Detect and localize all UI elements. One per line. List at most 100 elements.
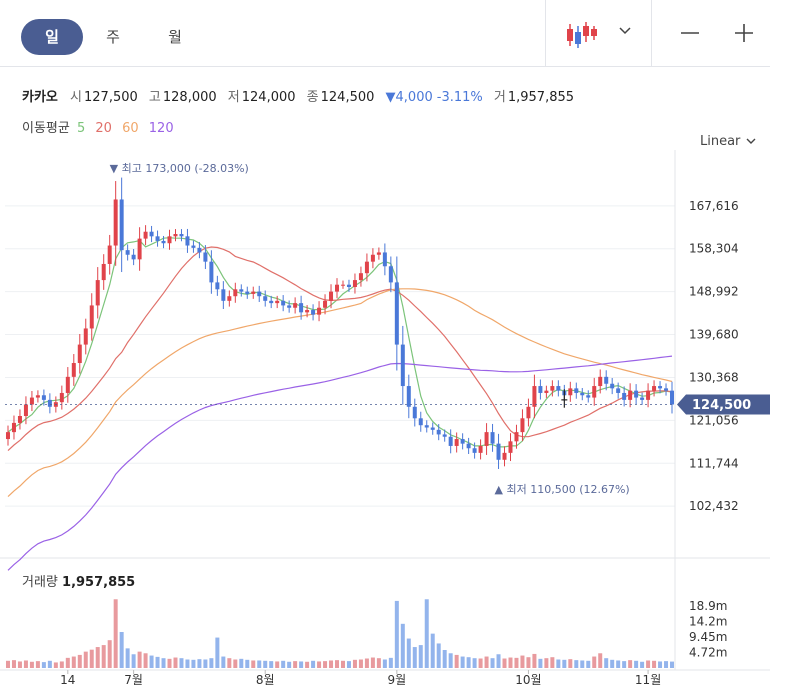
candle-body: [532, 386, 537, 407]
minus-icon[interactable]: [679, 22, 701, 44]
tab-weekly[interactable]: 주: [106, 28, 120, 46]
volume-bar: [436, 643, 441, 668]
stock-name: 카카오: [22, 90, 58, 105]
candle-body: [209, 261, 214, 283]
x-tick-label: 7월: [124, 673, 143, 687]
candle-body: [514, 432, 519, 442]
volume-bar: [5, 660, 10, 668]
volume-tick-label: 18.9m: [689, 599, 727, 613]
volume-bar: [83, 651, 88, 668]
plus-icon[interactable]: [733, 22, 755, 44]
volume-bar: [17, 661, 22, 668]
candle-body: [47, 399, 52, 407]
volume-bar: [388, 657, 393, 668]
volume-bar: [490, 658, 495, 668]
chart-toolbar: 일 주 월: [0, 0, 770, 67]
volume-bar: [299, 661, 304, 668]
y-tick-label: 130,368: [689, 370, 739, 384]
candle-body: [640, 397, 645, 400]
volume-bar: [173, 657, 178, 668]
volume-bar: [323, 661, 328, 668]
volume-value: 1,957,855: [507, 90, 575, 105]
volume-bar: [352, 659, 357, 668]
volume-bar: [496, 654, 501, 668]
high-label: 고: [148, 90, 161, 105]
candle-body: [173, 234, 178, 237]
candle-body: [95, 280, 100, 306]
volume-bar: [89, 649, 94, 668]
scale-toggle[interactable]: Linear: [700, 134, 757, 149]
candle-body: [394, 282, 399, 345]
volume-label: 거: [493, 90, 506, 105]
ma120-label: 120: [148, 121, 174, 136]
volume-bar: [197, 659, 202, 668]
candle-body: [233, 289, 238, 297]
candle-body: [388, 266, 393, 283]
candle-body: [364, 261, 369, 274]
candle-body: [245, 291, 250, 294]
candle-body: [179, 234, 184, 237]
low-label: 저: [227, 90, 240, 105]
volume-bar: [125, 648, 130, 668]
volume-bar: [11, 660, 16, 668]
ma5-label: 5: [76, 121, 86, 136]
volume-bar: [634, 660, 639, 668]
volume-bar: [592, 656, 597, 668]
candle-body: [610, 383, 615, 389]
candle-body: [215, 282, 220, 290]
candle-body: [227, 296, 232, 301]
min-annotation: ▲ 최저 110,500 (12.67%): [495, 483, 630, 496]
candlestick-icon[interactable]: [565, 20, 599, 50]
volume-bar: [251, 660, 256, 668]
volume-bar: [281, 660, 286, 668]
volume-bar: [23, 660, 28, 668]
candle-body: [598, 376, 603, 387]
volume-bar: [59, 661, 64, 668]
candle-body: [41, 395, 46, 400]
candle-body: [652, 386, 657, 391]
candle-body: [406, 386, 411, 407]
y-tick-label: 139,680: [689, 328, 739, 342]
candle-body: [412, 406, 417, 419]
volume-bar: [161, 658, 166, 668]
volume-bar: [556, 659, 561, 668]
candle-body: [5, 432, 10, 440]
volume-bar: [346, 661, 351, 668]
candle-body: [275, 300, 280, 304]
volume-bar: [137, 651, 142, 668]
candle-body: [77, 344, 82, 364]
volume-bar: [670, 661, 675, 668]
volume-bar: [293, 661, 298, 668]
volume-bar: [245, 659, 250, 668]
current-price-label: 124,500: [692, 398, 751, 413]
volume-bar: [364, 658, 369, 668]
candle-body: [101, 263, 106, 281]
volume-bar: [460, 656, 465, 668]
volume-bar: [329, 660, 334, 668]
candle-body: [125, 250, 130, 255]
candle-body: [346, 284, 351, 287]
volume-bar: [185, 659, 190, 668]
volume-bar: [191, 659, 196, 668]
chevron-down-icon[interactable]: [617, 22, 633, 38]
candle-body: [287, 305, 292, 308]
ma5-line: [7, 237, 673, 448]
candle-body: [269, 300, 274, 304]
y-tick-label: 158,304: [689, 242, 739, 256]
candle-body: [376, 252, 381, 255]
volume-bar: [604, 658, 609, 668]
candle-body: [317, 307, 322, 315]
candle-body: [185, 236, 190, 246]
volume-bar: [664, 661, 669, 668]
low-value: 124,000: [241, 90, 296, 105]
tab-monthly[interactable]: 월: [168, 28, 182, 46]
candle-body: [508, 441, 513, 453]
open-label: 시: [70, 90, 82, 105]
volume-bar: [640, 661, 645, 668]
tab-daily[interactable]: 일: [21, 19, 83, 55]
volume-bar: [466, 657, 471, 668]
volume-header-label: 거래량: [22, 575, 58, 590]
volume-bar: [610, 659, 615, 668]
volume-bar: [275, 661, 280, 668]
